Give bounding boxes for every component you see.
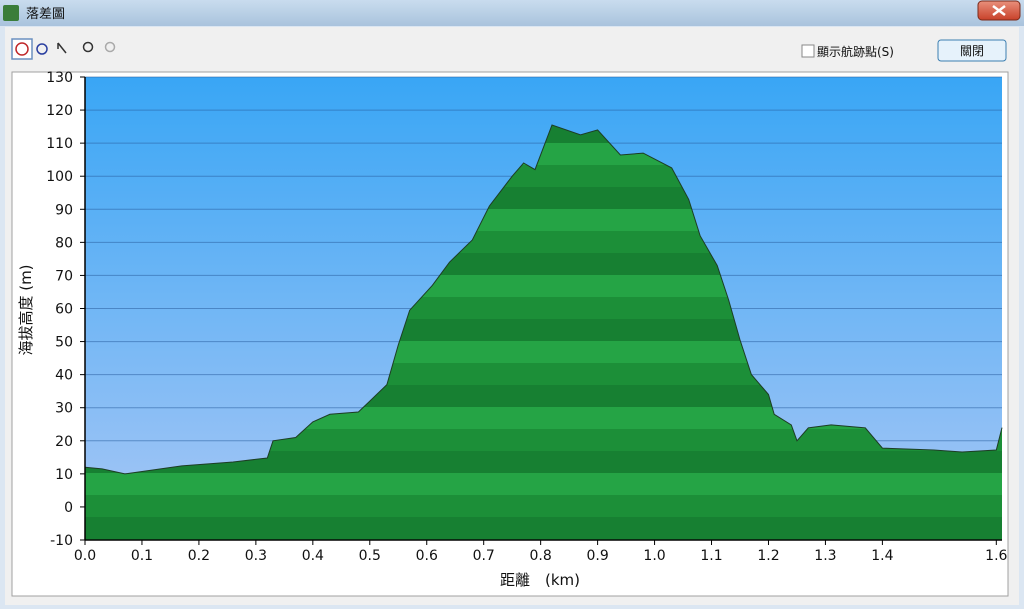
y-tick-label: 60 bbox=[55, 302, 73, 318]
y-tick-label: 110 bbox=[46, 136, 73, 152]
y-tick-label: -10 bbox=[50, 533, 73, 549]
x-tick-label: 0.5 bbox=[359, 548, 381, 564]
checkbox[interactable] bbox=[801, 44, 815, 58]
x-tick-label: 1.1 bbox=[700, 548, 722, 564]
elevation-area bbox=[85, 125, 1002, 540]
x-tick-label: 1.0 bbox=[643, 548, 665, 564]
y-tick-label: 120 bbox=[46, 103, 73, 119]
close-button[interactable] bbox=[937, 39, 1007, 62]
y-tick-label: 90 bbox=[55, 202, 73, 218]
x-tick-label: 0.7 bbox=[473, 548, 495, 564]
x-tick-label: 1.2 bbox=[757, 548, 779, 564]
x-tick-label: 0.6 bbox=[416, 548, 438, 564]
x-tick-label: 1.4 bbox=[871, 548, 893, 564]
x-tick-label: 0.3 bbox=[245, 548, 267, 564]
y-tick-label: 20 bbox=[55, 434, 73, 450]
tool-icon bbox=[15, 42, 29, 56]
y-tick-label: 100 bbox=[46, 169, 73, 185]
y-tick-label: 130 bbox=[46, 70, 73, 86]
tool-pan[interactable] bbox=[57, 42, 67, 54]
toolbar-icons bbox=[11, 38, 116, 60]
close-button-label[interactable]: 關閉 bbox=[960, 44, 984, 58]
x-tick-label: 0.9 bbox=[586, 548, 608, 564]
y-tick-label: 50 bbox=[55, 335, 73, 351]
title-bar bbox=[0, 0, 1024, 26]
checkbox-label[interactable]: 顯示航跡點(S) bbox=[817, 44, 894, 59]
y-tick-label: 70 bbox=[55, 268, 73, 284]
x-tick-label: 0.8 bbox=[530, 548, 552, 564]
tool-zoom-out[interactable] bbox=[104, 41, 116, 53]
y-tick-label: 10 bbox=[55, 467, 73, 483]
y-tick-label: 80 bbox=[55, 235, 73, 251]
x-tick-label: 0.4 bbox=[302, 548, 324, 564]
y-axis-label: 海拔高度 (m) bbox=[17, 264, 35, 355]
app-icon bbox=[3, 5, 19, 21]
x-tick-label: 1.3 bbox=[814, 548, 836, 564]
close-icon bbox=[992, 5, 1006, 16]
x-axis-label: 距離 (km) bbox=[500, 571, 580, 589]
x-tick-label: 0.1 bbox=[131, 548, 153, 564]
elevation-line bbox=[84, 124, 1003, 475]
tool-select[interactable] bbox=[11, 38, 33, 60]
tool-crosshair[interactable] bbox=[36, 43, 48, 55]
x-tick-label: 0.2 bbox=[188, 548, 210, 564]
y-tick-label: 40 bbox=[55, 368, 73, 384]
x-tick-label: 1.6 bbox=[985, 548, 1007, 564]
y-tick-label: 30 bbox=[55, 401, 73, 417]
y-tick-label: 0 bbox=[64, 500, 73, 516]
x-tick-label: 0.0 bbox=[74, 548, 96, 564]
window-title: 落差圖 bbox=[26, 7, 65, 22]
tool-zoom-in[interactable] bbox=[82, 41, 94, 53]
